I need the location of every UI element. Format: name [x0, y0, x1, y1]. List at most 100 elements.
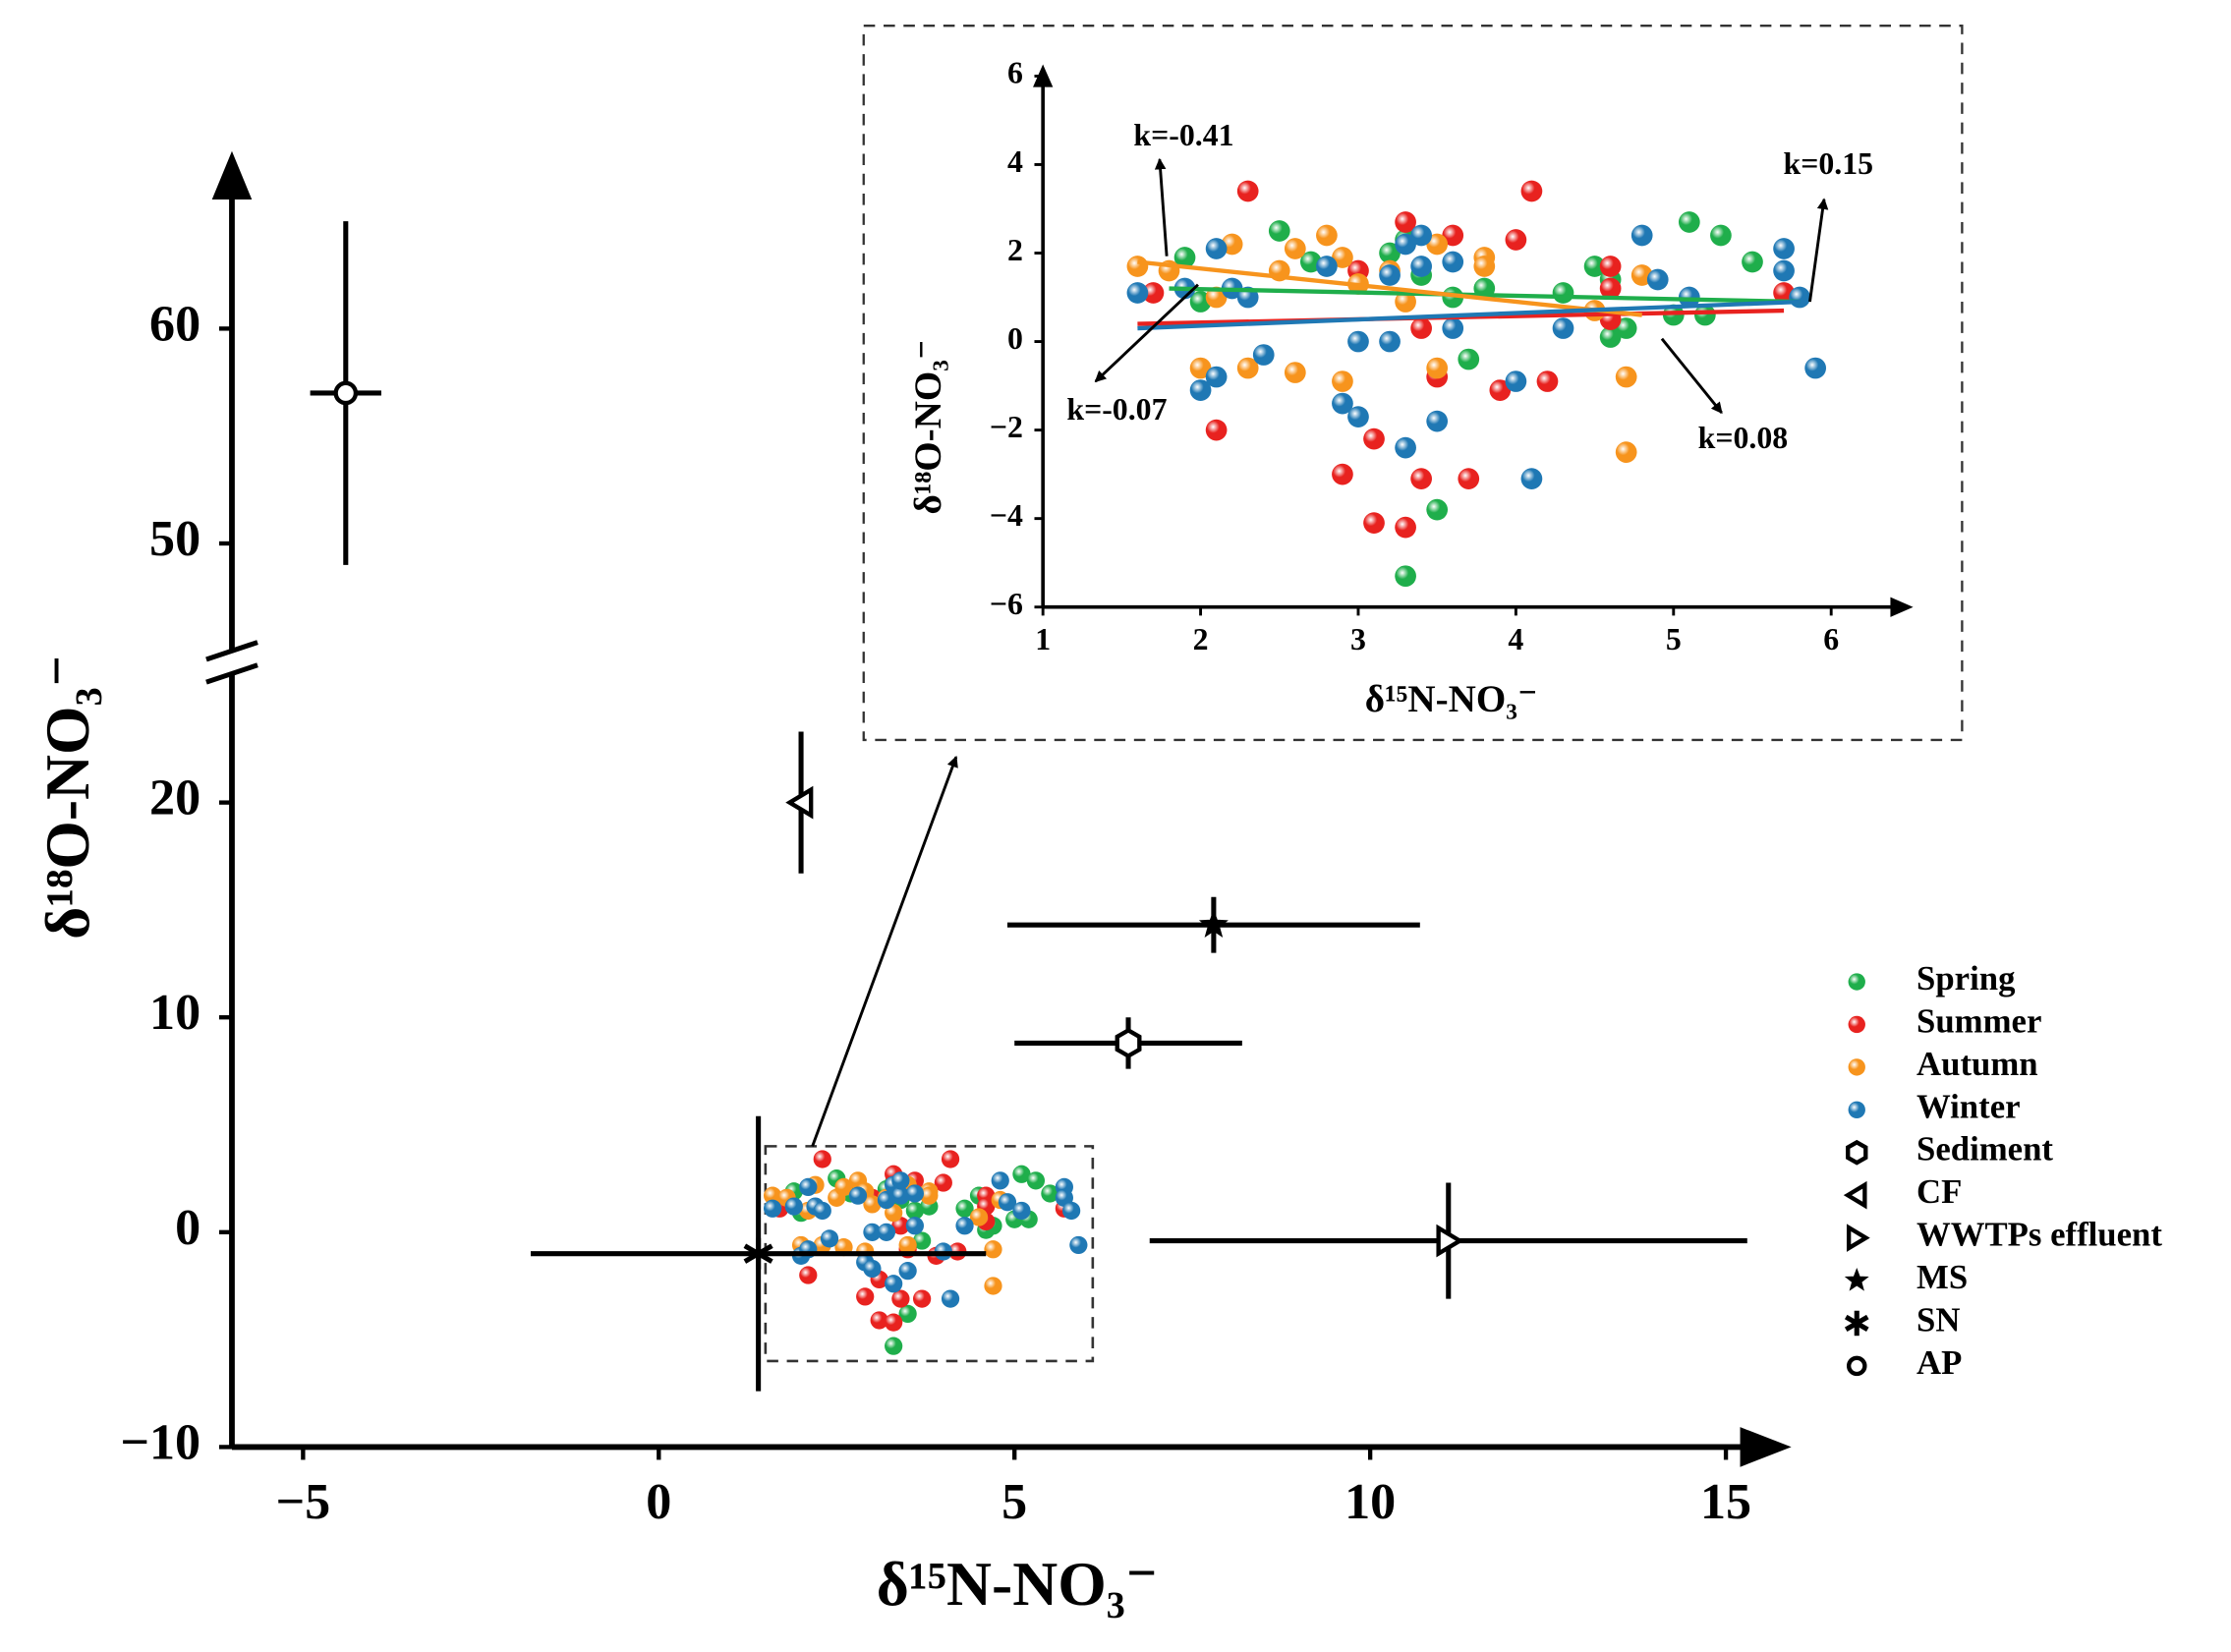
legend-marker: [1848, 1015, 1865, 1034]
inset-point: [1489, 379, 1512, 401]
inset-point: [1395, 516, 1416, 539]
inset-point: [1332, 370, 1353, 392]
asterisk-stroke: [743, 1243, 773, 1264]
inset-point: [1505, 370, 1527, 392]
inset-point: [1442, 317, 1464, 339]
inset-point: [1126, 282, 1149, 304]
inset-point: [1395, 233, 1416, 256]
x-tick-label: 0: [646, 1474, 671, 1530]
inset-x-tick-label: 3: [1350, 622, 1366, 656]
inset-point: [1458, 468, 1480, 489]
point: [969, 1208, 989, 1226]
point: [920, 1186, 939, 1205]
point: [848, 1186, 868, 1205]
point: [1012, 1201, 1031, 1221]
inset-point: [1615, 441, 1637, 463]
point: [877, 1190, 896, 1210]
zoom-arrow: [811, 755, 958, 1147]
inset-point: [1789, 286, 1810, 309]
inset-point: [1205, 238, 1228, 259]
marker-triangle-right: [1846, 1224, 1870, 1252]
annotation-arrow: [1808, 198, 1829, 303]
point: [799, 1266, 818, 1284]
point: [863, 1195, 882, 1214]
point: [1062, 1201, 1081, 1221]
inset-point: [1552, 317, 1574, 339]
inset-point: [1284, 362, 1306, 383]
inset-point: [1742, 251, 1763, 273]
inset-point: [1442, 286, 1464, 309]
legend-label: AP: [1916, 1343, 1962, 1382]
y-axis-label: δ¹⁸O-NO₃⁻: [32, 655, 102, 940]
point: [941, 1289, 960, 1308]
inset-point: [1205, 286, 1228, 309]
point: [885, 1313, 903, 1332]
inset-point: [1189, 379, 1212, 401]
legend-label: CF: [1916, 1172, 1962, 1211]
legend-marker: [1848, 973, 1865, 991]
inset-point: [1189, 357, 1212, 379]
y-tick-label: 20: [149, 770, 200, 826]
legend-label: Spring: [1916, 959, 2016, 997]
annotation-arrow: [1094, 283, 1199, 383]
point: [891, 1171, 910, 1190]
point: [984, 1277, 1002, 1295]
inset-point: [1410, 468, 1432, 489]
inset-point: [1410, 256, 1432, 277]
x-tick-label: 5: [1001, 1474, 1027, 1530]
inset-point: [1473, 256, 1496, 277]
point: [763, 1186, 782, 1205]
point: [1069, 1235, 1088, 1255]
inset-point: [1552, 282, 1574, 304]
inset-point: [1332, 392, 1353, 415]
inset-x-tick-label: 4: [1508, 622, 1523, 656]
inset-x-tick-label: 2: [1193, 622, 1209, 656]
inset-y-tick-label: −6: [990, 587, 1023, 621]
inset-y-tick-label: 0: [1007, 321, 1023, 356]
point: [998, 1193, 1017, 1212]
marker-star: [1844, 1267, 1869, 1291]
inset-y-tick-label: −4: [990, 498, 1023, 533]
inset-frame: [862, 25, 1964, 742]
inset-point: [1347, 330, 1369, 353]
inset-point: [1332, 463, 1353, 485]
trend-line: [1169, 286, 1801, 305]
inset-point: [1442, 224, 1464, 247]
point: [984, 1240, 1002, 1259]
inset-point: [1236, 357, 1259, 379]
x-tick-label: 15: [1700, 1474, 1751, 1530]
inset-point: [1363, 427, 1385, 450]
x-tick-label: 10: [1344, 1474, 1396, 1530]
point: [934, 1173, 952, 1192]
inset-point: [1205, 366, 1228, 388]
marker-hexagon: [1846, 1139, 1868, 1166]
inset-point: [1458, 348, 1480, 370]
point: [820, 1229, 839, 1248]
annotation-arrow: [1660, 337, 1723, 415]
point: [885, 1275, 903, 1293]
inset-point: [1442, 251, 1464, 273]
legend-label: SN: [1916, 1300, 1960, 1339]
marker-triangle-left: [785, 785, 814, 820]
x-axis-arrow: [1740, 1427, 1792, 1467]
point: [813, 1150, 831, 1168]
inset-point: [1410, 317, 1432, 339]
inset-point: [1410, 224, 1432, 247]
inset-point: [1694, 304, 1716, 326]
inset-point: [1126, 256, 1149, 277]
inset-point: [1426, 357, 1449, 379]
inset-x-axis-label: δ¹⁵N-NO₃⁻: [1365, 678, 1538, 720]
inset-point: [1599, 277, 1622, 300]
legend-label: MS: [1916, 1258, 1968, 1296]
inset-point: [1630, 224, 1653, 247]
point: [885, 1337, 903, 1355]
inset-y-axis-label: δ¹⁸O-NO₃⁻: [907, 339, 949, 514]
point: [898, 1235, 917, 1255]
point: [941, 1150, 960, 1168]
marker-asterisk: [1844, 1310, 1869, 1337]
point: [1041, 1184, 1059, 1203]
point: [863, 1223, 882, 1241]
inset-point: [1395, 565, 1416, 588]
asterisk-stroke: [1844, 1314, 1869, 1333]
